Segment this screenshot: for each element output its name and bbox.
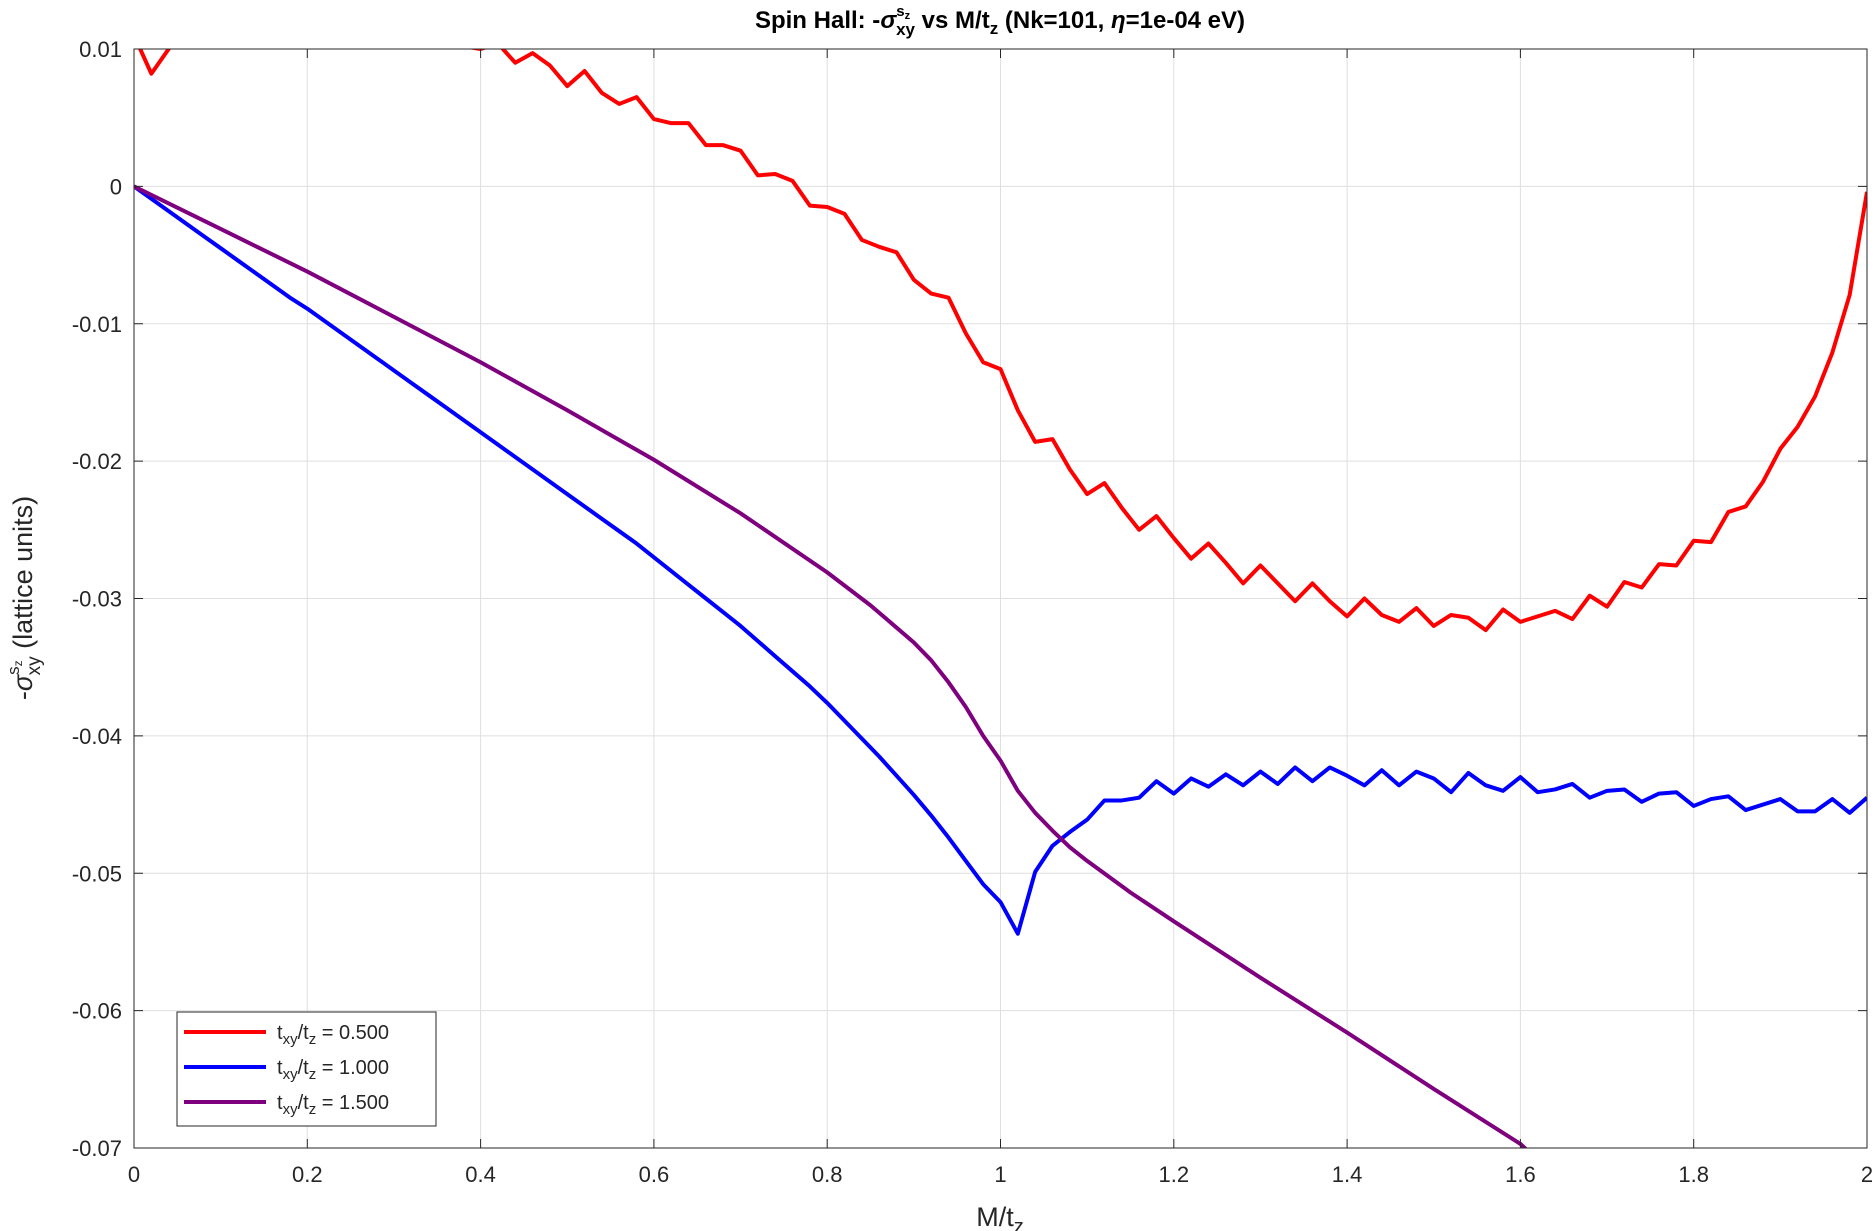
series-line-1	[134, 184, 1867, 936]
xlabel-part-1: z	[1014, 1216, 1024, 1231]
title-part-9: =1e-04 eV)	[1126, 7, 1245, 34]
y-tick-label-2: -0.05	[72, 861, 122, 886]
legend-entry-1: txy/tz = 1.000	[184, 1057, 389, 1083]
legend-label-2: txy/tz = 1.500	[277, 1092, 389, 1118]
x-tick-label-10: 2	[1861, 1162, 1873, 1187]
ylabel-part-1: σ	[8, 673, 38, 691]
x-tick-label-3: 0.6	[639, 1162, 670, 1187]
legend-entry-0: txy/tz = 0.500	[184, 1022, 389, 1048]
legend-1-part-3: z	[309, 1066, 317, 1083]
y-axis-label: -σszxy (lattice units)	[4, 496, 45, 700]
legend: txy/tz = 0.500 txy/tz = 1.000 txy/tz = 1…	[176, 1011, 437, 1127]
title-part-4: xy	[896, 20, 915, 39]
ylabel-part-4: xy	[24, 656, 45, 676]
x-axis-label: M/tz	[976, 1202, 1024, 1231]
title-part-5: vs M/t	[915, 7, 990, 34]
legend-label-0: txy/tz = 0.500	[277, 1022, 389, 1048]
y-tick-label-3: -0.04	[72, 724, 122, 749]
legend-1-part-4: = 1.000	[316, 1057, 389, 1079]
ticks: 0 0.2 0.4 0.6 0.8 1 1.2 1.4 1.6 1.8 2 -0.07 -0.06 -0.…	[72, 37, 1873, 1187]
y-tick-label-7: 0	[110, 174, 122, 199]
x-tick-label-2: 0.4	[465, 1162, 496, 1187]
y-tick-label-6: -0.01	[72, 312, 122, 337]
x-tick-label-0: 0	[128, 1162, 140, 1187]
x-tick-label-4: 0.8	[812, 1162, 843, 1187]
series-line-0	[137, 49, 1867, 633]
title-part-0: Spin Hall: -	[755, 7, 880, 34]
y-tick-label-1: -0.06	[72, 999, 122, 1024]
legend-label-1: txy/tz = 1.000	[277, 1057, 389, 1083]
legend-2-part-2: /t	[298, 1092, 310, 1114]
legend-2-part-1: xy	[283, 1101, 299, 1118]
legend-0-part-3: z	[309, 1031, 317, 1048]
ylabel-part-5: (lattice units)	[8, 496, 38, 657]
series-layer	[134, 49, 1867, 1148]
ylabel-part-3: z	[11, 660, 25, 666]
x-tick-label-1: 0.2	[292, 1162, 323, 1187]
chart-title: Spin Hall: -σsz xy vs M/tz (Nk=101, η=1e-…	[755, 3, 1245, 39]
y-tick-label-5: -0.02	[72, 449, 122, 474]
xlabel-part-0: M/t	[976, 1202, 1014, 1231]
title-part-8: η	[1111, 7, 1126, 34]
x-tick-label-5: 1	[994, 1162, 1006, 1187]
x-tick-label-6: 1.2	[1159, 1162, 1190, 1187]
x-tick-label-8: 1.6	[1505, 1162, 1536, 1187]
legend-0-part-2: /t	[298, 1022, 310, 1044]
ylabel-part-2: s	[4, 666, 23, 675]
title-part-7: (Nk=101,	[998, 7, 1111, 34]
legend-entry-2: txy/tz = 1.500	[184, 1092, 389, 1118]
legend-2-part-0: t	[277, 1092, 283, 1114]
ylabel-part-0: -	[8, 691, 38, 700]
series-line-2	[134, 184, 1528, 1148]
x-tick-label-9: 1.8	[1678, 1162, 1709, 1187]
legend-1-part-0: t	[277, 1057, 283, 1079]
title-part-6: z	[990, 19, 999, 38]
title-part-1: σ	[880, 7, 897, 34]
legend-2-part-3: z	[309, 1101, 317, 1118]
y-tick-label-4: -0.03	[72, 587, 122, 612]
x-tick-label-7: 1.4	[1332, 1162, 1363, 1187]
legend-1-part-2: /t	[298, 1057, 310, 1079]
legend-2-part-4: = 1.500	[316, 1092, 389, 1114]
title-part-2: s	[896, 3, 904, 20]
legend-0-part-1: xy	[283, 1031, 299, 1048]
y-tick-label-8: 0.01	[79, 37, 122, 62]
legend-0-part-4: = 0.500	[316, 1022, 389, 1044]
title-part-3: z	[905, 10, 911, 22]
legend-0-part-0: t	[277, 1022, 283, 1044]
legend-1-part-1: xy	[283, 1066, 299, 1083]
y-tick-label-0: -0.07	[72, 1136, 122, 1161]
